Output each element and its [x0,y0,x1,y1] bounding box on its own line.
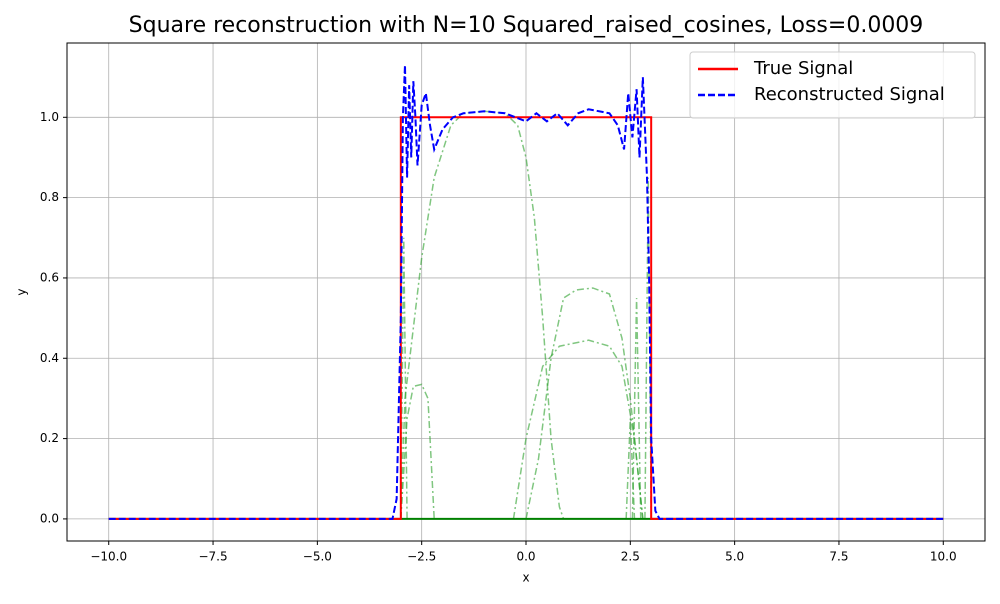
x-tick-label: 5.0 [725,550,744,564]
x-tick-label: −7.5 [198,550,227,564]
series-line [108,65,944,520]
x-tick-label: 2.5 [621,550,640,564]
x-tick-label: 10.0 [930,550,957,564]
series-line [631,298,642,519]
x-tick-label: −2.5 [407,550,436,564]
series-line [400,383,435,519]
chart-title: Square reconstruction with N=10 Squared_… [129,13,924,38]
y-tick-label: 0.2 [40,431,59,445]
series-line [525,287,644,520]
x-axis-label: x [522,571,529,585]
x-tick-label: 7.5 [829,550,848,564]
legend-label: True Signal [753,58,853,79]
series-line [512,339,644,520]
legend-label: Reconstructed Signal [754,84,945,105]
series-line [644,177,652,519]
series-line [625,418,636,519]
y-tick-label: 1.0 [40,110,59,124]
y-axis-label: y [15,288,29,295]
y-tick-label: 0.6 [40,270,59,284]
legend: True Signal Reconstructed Signal [689,51,976,119]
series-line [400,110,565,520]
x-tick-label: −10.0 [90,550,127,564]
y-tick-label: 0.0 [40,511,59,525]
x-tick-label: 0.0 [516,550,535,564]
y-tick-label: 0.4 [40,351,59,365]
plot-frame [66,42,986,542]
legend-box [689,51,976,119]
x-tick-label: −5.0 [303,550,332,564]
y-tick-label: 0.8 [40,190,59,204]
